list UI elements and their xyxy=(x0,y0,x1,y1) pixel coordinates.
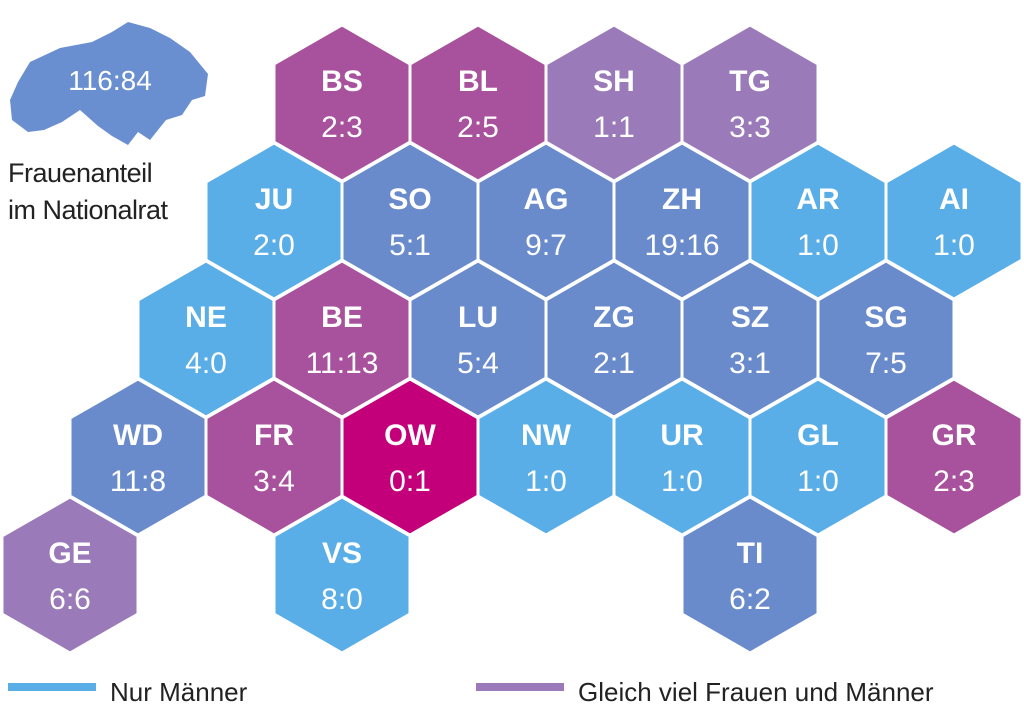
canton-hex-zg: ZG 2:1 xyxy=(544,259,684,419)
canton-ratio: 1:0 xyxy=(661,465,703,498)
canton-code: WD xyxy=(113,419,163,452)
canton-ratio: 6:2 xyxy=(729,583,771,616)
canton-code: SO xyxy=(388,183,431,216)
canton-code: GE xyxy=(48,537,91,570)
canton-ratio: 4:0 xyxy=(185,347,227,380)
canton-code: AG xyxy=(524,183,569,216)
canton-hex-tg: TG 3:3 xyxy=(680,23,820,183)
canton-code: GR xyxy=(932,419,977,452)
canton-ratio: 5:1 xyxy=(389,229,431,262)
canton-code: LU xyxy=(458,301,498,334)
canton-code: OW xyxy=(384,419,436,452)
canton-ratio: 1:0 xyxy=(797,465,839,498)
canton-code: FR xyxy=(254,419,294,452)
canton-code: AI xyxy=(939,183,969,216)
canton-hex-ur: UR 1:0 xyxy=(612,377,752,537)
canton-code: NE xyxy=(185,301,227,334)
canton-ratio: 2:3 xyxy=(321,111,363,144)
canton-ratio: 5:4 xyxy=(457,347,499,380)
canton-ratio: 1:1 xyxy=(593,111,635,144)
canton-code: TG xyxy=(729,65,771,98)
canton-ratio: 3:1 xyxy=(729,347,771,380)
canton-ratio: 1:0 xyxy=(525,465,567,498)
canton-hex-lu: LU 5:4 xyxy=(408,259,548,419)
overall-ratio: 116:84 xyxy=(68,65,152,96)
canton-hex-be: BE 11:13 xyxy=(272,259,412,419)
canton-code: TI xyxy=(737,537,764,570)
canton-ratio: 3:3 xyxy=(729,111,771,144)
legend-swatch-equal xyxy=(476,683,564,691)
canton-hex-sz: SZ 3:1 xyxy=(680,259,820,419)
canton-code: BS xyxy=(321,65,363,98)
canton-code: GL xyxy=(797,419,839,452)
caption-line-1: Frauenanteil xyxy=(8,158,153,188)
map-caption: Frauenanteil im Nationalrat xyxy=(8,155,168,229)
canton-ratio: 1:0 xyxy=(933,229,975,262)
canton-code: VS xyxy=(322,537,362,570)
hex-shape xyxy=(884,377,1024,537)
canton-ratio: 0:1 xyxy=(389,465,431,498)
canton-hex-gr: GR 2:3 xyxy=(884,377,1024,537)
canton-code: NW xyxy=(521,419,572,452)
canton-code: JU xyxy=(255,183,293,216)
canton-ratio: 1:0 xyxy=(797,229,839,262)
canton-hex-sh: SH 1:1 xyxy=(544,23,684,183)
switzerland-outline: 116:84 xyxy=(10,22,208,145)
canton-ratio: 8:0 xyxy=(321,583,363,616)
canton-hex-ge: GE 6:6 xyxy=(0,495,140,655)
canton-code: ZG xyxy=(593,301,635,334)
legend-item-men-only: Nur Männer xyxy=(8,679,247,705)
canton-hex-bs: BS 2:3 xyxy=(272,23,412,183)
caption-line-2: im Nationalrat xyxy=(8,195,168,225)
hex-shape xyxy=(680,495,820,655)
canton-hex-ti: TI 6:2 xyxy=(680,495,820,655)
switzerland-shape xyxy=(10,22,208,145)
canton-code: BE xyxy=(321,301,363,334)
canton-hex-vs: VS 8:0 xyxy=(272,495,412,655)
hex-shape xyxy=(272,495,412,655)
canton-ratio: 6:6 xyxy=(49,583,91,616)
canton-ratio: 2:1 xyxy=(593,347,635,380)
canton-code: ZH xyxy=(662,183,702,216)
canton-code: AR xyxy=(796,183,840,216)
canton-ratio: 11:8 xyxy=(110,465,166,498)
canton-ratio: 19:16 xyxy=(644,229,719,262)
legend-swatch-men-only xyxy=(8,683,96,691)
legend-label-men-only: Nur Männer xyxy=(110,677,248,707)
legend-item-equal: Gleich viel Frauen und Männer xyxy=(476,679,934,705)
canton-code: BL xyxy=(458,65,498,98)
canton-code: UR xyxy=(660,419,704,452)
canton-ratio: 3:4 xyxy=(253,465,295,498)
canton-ratio: 2:5 xyxy=(457,111,499,144)
canton-ratio: 11:13 xyxy=(306,347,379,380)
canton-hex-map: 116:84 BS 2:3 BL 2:5 SH 1:1 TG 3:3 JU 2:0 SO 5:1 AG 9… xyxy=(0,22,1024,655)
legend-label-equal: Gleich viel Frauen und Männer xyxy=(578,677,934,707)
canton-hex-fr: FR 3:4 xyxy=(204,377,344,537)
canton-ratio: 9:7 xyxy=(525,229,567,262)
canton-ratio: 7:5 xyxy=(865,347,907,380)
canton-code: SH xyxy=(593,65,635,98)
canton-code: SG xyxy=(864,301,907,334)
canton-code: SZ xyxy=(731,301,769,334)
canton-ratio: 2:3 xyxy=(933,465,975,498)
canton-hex-ju: JU 2:0 xyxy=(204,141,344,301)
hex-shape xyxy=(0,495,140,655)
canton-hexes: BS 2:3 BL 2:5 SH 1:1 TG 3:3 JU 2:0 SO 5:1 AG 9:7 ZH 19:… xyxy=(0,23,1024,655)
canton-ratio: 2:0 xyxy=(253,229,295,262)
